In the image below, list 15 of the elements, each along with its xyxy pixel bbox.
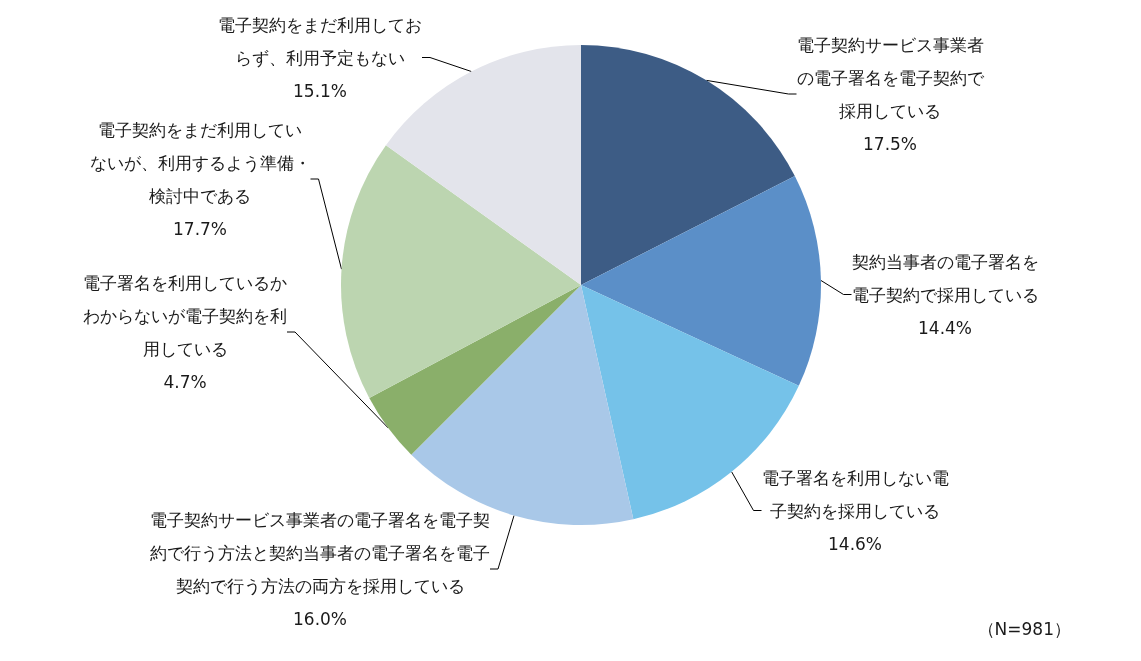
slice-label: 電子契約サービス事業者の電子署名を電子契約で採用している (796, 34, 985, 121)
text: （N=981） (977, 618, 1072, 639)
data-label: 4.7% (163, 371, 207, 392)
data-label: 17.7% (172, 218, 228, 239)
slice-label: 契約当事者の電子署名を電子契約で採用している (851, 251, 1039, 305)
data-label: 17.5% (862, 133, 918, 154)
data-label: 14.4% (917, 317, 973, 338)
data-label: 16.0% (292, 608, 348, 629)
slice-label: 電子署名を利用しない電子契約を採用している (761, 467, 949, 521)
data-label: 15.1% (292, 80, 348, 101)
slice-label: 電子契約をまだ利用していないが、利用するよう準備・検討中である (89, 119, 311, 206)
slice-label: 電子署名を利用しているかわからないが電子契約を利用している (83, 272, 287, 359)
data-label: 14.6% (827, 533, 883, 554)
slice-label: 電子契約サービス事業者の電子署名を電子契約で行う方法と契約当事者の電子署名を電子契約で行う方法の両方を採用している (150, 509, 490, 596)
slice-label: 電子契約をまだ利用しておらず、利用予定もない (218, 14, 422, 68)
